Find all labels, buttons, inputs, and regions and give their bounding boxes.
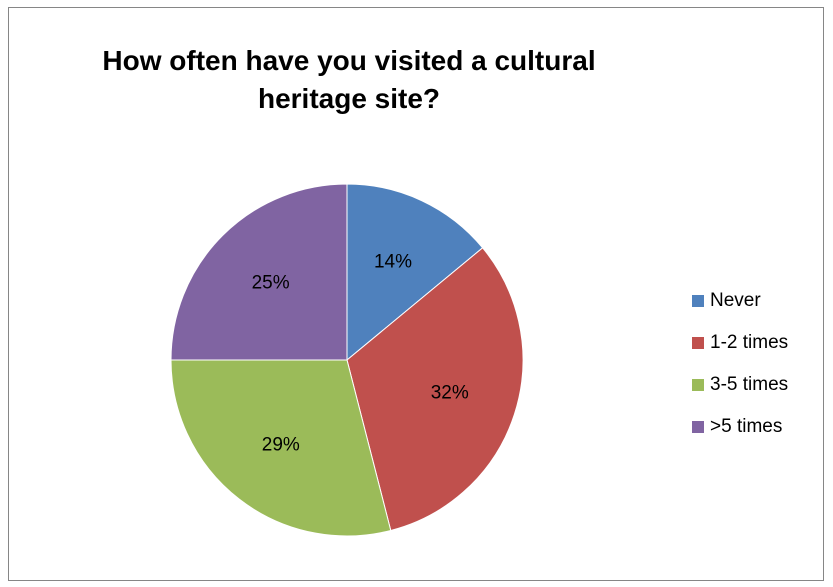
legend-label-3-5-times: 3-5 times	[710, 374, 789, 395]
pie-slice-more-than-5-times	[170, 183, 348, 361]
data-label-never: 14%	[374, 251, 412, 272]
legend-item-more-than-5-times: >5 times	[692, 406, 788, 448]
legend-item-3-5-times: 3-5 times	[692, 364, 788, 406]
pie-slice-3-5-times	[170, 359, 392, 537]
legend-item-1-2-times: 1-2 times	[692, 322, 788, 364]
chart-title-line-1: How often have you visited a cultural	[102, 45, 596, 76]
pie-slice-never	[346, 183, 484, 362]
legend-label-1-2-times: 1-2 times	[710, 332, 789, 353]
legend: Never 1-2 times 3-5 times >5 times	[692, 280, 788, 448]
pie-chart: 14% 32% 29% 25%	[170, 183, 524, 537]
legend-item-never: Never	[692, 280, 788, 322]
data-label-1-2-times: 32%	[431, 382, 469, 403]
pie-slice-1-2-times	[346, 247, 524, 532]
chart-title-line-2: heritage site?	[257, 83, 441, 114]
chart-area: How often have you visited a cultural he…	[8, 7, 824, 581]
legend-swatch-1-2-times	[692, 337, 704, 349]
legend-swatch-more-than-5-times	[692, 421, 704, 433]
data-label-3-5-times: 29%	[262, 434, 300, 455]
legend-label-more-than-5-times: >5 times	[710, 416, 783, 437]
data-label-more-than-5-times: 25%	[252, 273, 290, 294]
legend-label-never: Never	[710, 290, 761, 311]
legend-swatch-never	[692, 295, 704, 307]
chart-title: How often have you visited a cultural he…	[9, 42, 689, 118]
legend-swatch-3-5-times	[692, 379, 704, 391]
